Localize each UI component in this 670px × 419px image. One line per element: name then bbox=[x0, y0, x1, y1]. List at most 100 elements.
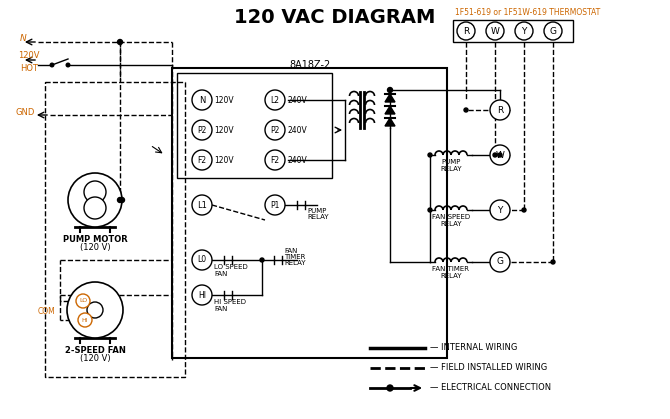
Text: 240V: 240V bbox=[287, 155, 307, 165]
Text: P1: P1 bbox=[270, 201, 279, 210]
Circle shape bbox=[192, 285, 212, 305]
Circle shape bbox=[50, 63, 54, 67]
Text: Y: Y bbox=[497, 205, 502, 215]
Text: Y: Y bbox=[521, 26, 527, 36]
Circle shape bbox=[265, 120, 285, 140]
Text: 8A18Z-2: 8A18Z-2 bbox=[289, 60, 330, 70]
Circle shape bbox=[498, 153, 502, 157]
Text: — FIELD INSTALLED WIRING: — FIELD INSTALLED WIRING bbox=[430, 364, 547, 372]
Text: HI: HI bbox=[198, 290, 206, 300]
Text: L0: L0 bbox=[198, 256, 206, 264]
Text: — INTERNAL WIRING: — INTERNAL WIRING bbox=[430, 344, 517, 352]
Text: 120V: 120V bbox=[18, 51, 40, 59]
Text: HOT: HOT bbox=[20, 64, 38, 72]
Text: P2: P2 bbox=[270, 126, 279, 134]
Text: RELAY: RELAY bbox=[440, 221, 462, 227]
Circle shape bbox=[544, 22, 562, 40]
Circle shape bbox=[522, 208, 526, 212]
Bar bbox=[453, 20, 573, 42]
Text: HI: HI bbox=[82, 318, 88, 323]
Text: RELAY: RELAY bbox=[307, 214, 328, 220]
Circle shape bbox=[387, 88, 393, 93]
Circle shape bbox=[117, 39, 123, 44]
Circle shape bbox=[78, 313, 92, 327]
Bar bbox=[45, 82, 185, 377]
Text: (120 V): (120 V) bbox=[80, 243, 111, 252]
Text: LO SPEED: LO SPEED bbox=[214, 264, 248, 270]
Text: L2: L2 bbox=[271, 96, 279, 104]
Circle shape bbox=[490, 100, 510, 120]
Circle shape bbox=[84, 181, 106, 203]
Polygon shape bbox=[385, 106, 395, 114]
Circle shape bbox=[76, 294, 90, 308]
Circle shape bbox=[119, 197, 125, 202]
Text: 1F51-619 or 1F51W-619 THERMOSTAT: 1F51-619 or 1F51W-619 THERMOSTAT bbox=[455, 8, 600, 17]
Text: N: N bbox=[20, 34, 27, 42]
Text: RELAY: RELAY bbox=[440, 273, 462, 279]
Text: 120V: 120V bbox=[214, 126, 234, 134]
Circle shape bbox=[493, 153, 497, 157]
Polygon shape bbox=[385, 94, 395, 102]
Text: PUMP MOTOR: PUMP MOTOR bbox=[62, 235, 127, 244]
Circle shape bbox=[387, 385, 393, 391]
Text: FAN: FAN bbox=[214, 306, 227, 312]
Circle shape bbox=[66, 63, 70, 67]
Text: R: R bbox=[497, 106, 503, 114]
Circle shape bbox=[117, 197, 123, 202]
Circle shape bbox=[490, 252, 510, 272]
Circle shape bbox=[490, 145, 510, 165]
Text: FAN: FAN bbox=[284, 248, 297, 254]
Circle shape bbox=[551, 260, 555, 264]
Text: LO: LO bbox=[79, 298, 87, 303]
Text: G: G bbox=[549, 26, 557, 36]
Circle shape bbox=[428, 208, 432, 212]
Text: 120V: 120V bbox=[214, 155, 234, 165]
Circle shape bbox=[68, 173, 122, 227]
Text: F2: F2 bbox=[271, 155, 279, 165]
Text: 120V: 120V bbox=[214, 96, 234, 104]
Text: PUMP: PUMP bbox=[307, 208, 326, 214]
Circle shape bbox=[515, 22, 533, 40]
Circle shape bbox=[192, 120, 212, 140]
Text: 120 VAC DIAGRAM: 120 VAC DIAGRAM bbox=[234, 8, 436, 27]
Text: GND: GND bbox=[15, 108, 34, 116]
Text: TIMER: TIMER bbox=[284, 254, 306, 260]
Text: COM: COM bbox=[38, 308, 56, 316]
Circle shape bbox=[265, 90, 285, 110]
Circle shape bbox=[84, 197, 106, 219]
Text: RELAY: RELAY bbox=[440, 166, 462, 172]
Text: F2: F2 bbox=[198, 155, 206, 165]
Text: G: G bbox=[496, 258, 503, 266]
Bar bbox=[172, 68, 447, 358]
Circle shape bbox=[265, 195, 285, 215]
Text: PUMP: PUMP bbox=[442, 159, 461, 165]
Text: P2: P2 bbox=[197, 126, 206, 134]
Bar bbox=[177, 73, 332, 178]
Circle shape bbox=[192, 90, 212, 110]
Text: N: N bbox=[199, 96, 205, 104]
Text: (120 V): (120 V) bbox=[80, 354, 111, 363]
Text: FAN: FAN bbox=[214, 271, 227, 277]
Circle shape bbox=[490, 200, 510, 220]
Circle shape bbox=[486, 22, 504, 40]
Text: W: W bbox=[490, 26, 499, 36]
Text: 240V: 240V bbox=[287, 126, 307, 134]
Circle shape bbox=[67, 282, 123, 338]
Text: FAN TIMER: FAN TIMER bbox=[433, 266, 470, 272]
Text: RELAY: RELAY bbox=[284, 260, 306, 266]
Circle shape bbox=[428, 153, 432, 157]
Circle shape bbox=[265, 150, 285, 170]
Text: HI SPEED: HI SPEED bbox=[214, 299, 246, 305]
Circle shape bbox=[192, 150, 212, 170]
Text: W: W bbox=[496, 150, 505, 160]
Circle shape bbox=[464, 108, 468, 112]
Text: 240V: 240V bbox=[287, 96, 307, 104]
Text: R: R bbox=[463, 26, 469, 36]
Text: 2-SPEED FAN: 2-SPEED FAN bbox=[64, 346, 125, 355]
Circle shape bbox=[457, 22, 475, 40]
Text: L1: L1 bbox=[197, 201, 207, 210]
Circle shape bbox=[260, 258, 264, 262]
Circle shape bbox=[192, 250, 212, 270]
Text: FAN SPEED: FAN SPEED bbox=[432, 214, 470, 220]
Circle shape bbox=[87, 302, 103, 318]
